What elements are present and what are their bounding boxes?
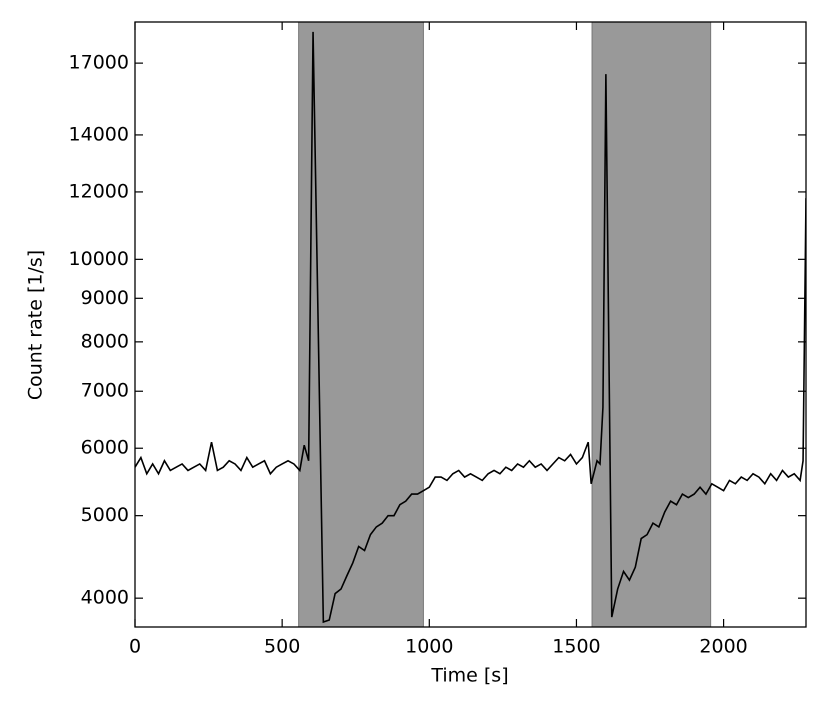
y-axis-label: Count rate [1/s] xyxy=(25,250,47,400)
y-tick-label: 5000 xyxy=(81,504,129,526)
shaded-region xyxy=(298,21,424,628)
y-tick-label: 7000 xyxy=(81,380,129,402)
x-tick-label: 0 xyxy=(129,636,141,658)
x-tick-label: 2000 xyxy=(699,636,747,658)
plot-frame xyxy=(134,21,807,628)
data-line xyxy=(135,31,806,624)
shaded-region xyxy=(591,21,712,628)
y-tick-label: 4000 xyxy=(81,587,129,609)
y-tick-label: 17000 xyxy=(69,52,129,74)
x-tick-label: 500 xyxy=(264,636,300,658)
y-tick-label: 9000 xyxy=(81,287,129,309)
y-tick-label: 14000 xyxy=(69,123,129,145)
y-tick-label: 6000 xyxy=(81,437,129,459)
x-tick-label: 1000 xyxy=(405,636,453,658)
x-axis-label: Time [s] xyxy=(430,665,508,687)
y-tick-label: 8000 xyxy=(81,330,129,352)
x-tick-label: 1500 xyxy=(552,636,600,658)
y-tick-label: 10000 xyxy=(69,248,129,270)
y-tick-label: 12000 xyxy=(69,180,129,202)
